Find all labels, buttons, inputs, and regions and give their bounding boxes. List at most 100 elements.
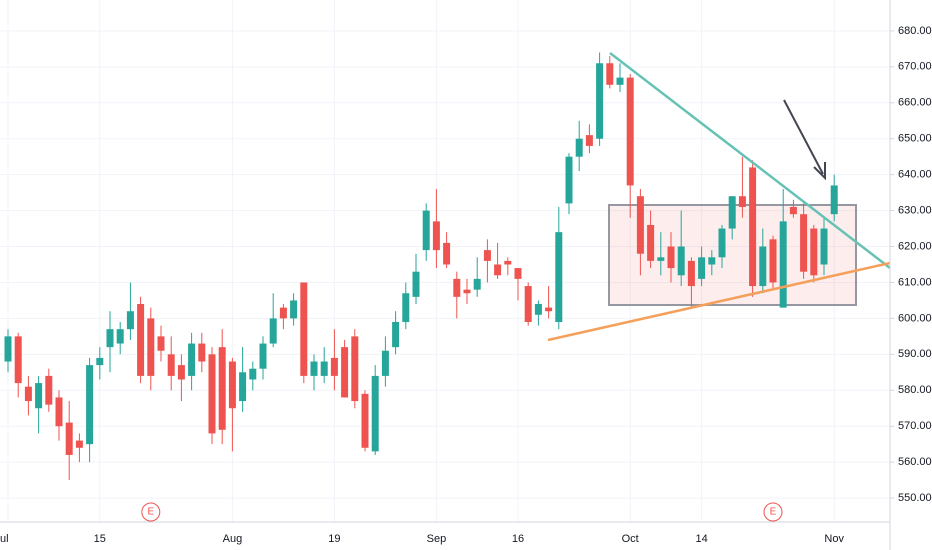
y-tick-label: 670.00 (898, 61, 932, 73)
candle-body (810, 228, 818, 276)
x-tick-label: 14 (695, 533, 707, 545)
candle-body (565, 156, 573, 204)
candle-body (718, 228, 726, 258)
candle-body (575, 138, 583, 157)
candle-body (188, 343, 196, 376)
x-tick-label: Oct (622, 533, 639, 545)
x-tick-label: ul (0, 533, 9, 545)
y-tick-label: 660.00 (898, 97, 932, 109)
x-tick-label: 15 (94, 533, 106, 545)
candle-body (800, 214, 808, 272)
candle-body (789, 206, 797, 215)
candle-body (249, 368, 257, 380)
candle-body (524, 286, 532, 322)
candle-body (606, 63, 614, 85)
candle-body (218, 347, 226, 430)
candle-body (371, 375, 379, 452)
candle-body (75, 440, 83, 448)
candle-body (106, 329, 114, 348)
x-tick-label: Aug (223, 533, 243, 545)
candle-body (555, 232, 563, 322)
candle-body (698, 257, 706, 279)
candle-body (45, 375, 53, 405)
candle-body (412, 271, 420, 297)
candle-body (749, 167, 757, 287)
candle-body (432, 221, 440, 251)
y-tick-label: 650.00 (898, 133, 932, 145)
y-tick-label: 590.00 (898, 348, 932, 360)
candle-body (239, 372, 247, 402)
candle-body (738, 196, 746, 207)
candle-body (86, 365, 94, 445)
candle-body (596, 63, 604, 139)
candle-body (279, 307, 287, 319)
candle-body (769, 239, 777, 283)
candle-body (55, 397, 63, 427)
candle-body (290, 300, 298, 319)
candle-body (585, 135, 593, 146)
candle-body (779, 221, 787, 308)
candle-body (494, 264, 502, 276)
candle-body (759, 246, 767, 287)
candle-body (310, 361, 318, 376)
earnings-label: E (147, 507, 154, 518)
y-tick-label: 610.00 (898, 276, 932, 288)
x-tick-label: 16 (512, 533, 524, 545)
candle-body (687, 260, 695, 287)
candle-body (545, 307, 553, 312)
candle-body (422, 210, 430, 251)
candle-body (728, 196, 736, 229)
y-tick-label: 600.00 (898, 312, 932, 324)
earnings-badge (763, 502, 783, 522)
y-tick-label: 640.00 (898, 169, 932, 181)
candle-body (514, 268, 522, 279)
candle-body (636, 196, 644, 254)
candle-body (483, 250, 491, 261)
y-tick-label: 550.00 (898, 492, 932, 504)
candle-body (96, 357, 104, 366)
candle-body (35, 383, 43, 409)
candle-body (157, 336, 165, 351)
candle-body (300, 282, 308, 376)
candle-body (228, 361, 236, 409)
candle-body (4, 336, 12, 362)
candle-body (392, 321, 400, 348)
candle-body (116, 329, 124, 344)
arrow-head (813, 162, 826, 181)
candle-body (208, 354, 216, 434)
candle-body (504, 260, 512, 265)
candle-body (443, 242, 451, 265)
support-line (547, 261, 891, 342)
candle-body (453, 278, 461, 297)
candle-body (463, 289, 471, 294)
arrow-shaft (783, 99, 824, 175)
x-tick-label: Nov (824, 533, 844, 545)
candle-body (147, 318, 155, 376)
candle-body (657, 257, 665, 261)
candles (4, 52, 838, 481)
candle-body (473, 278, 481, 290)
earnings-label: E (770, 507, 777, 518)
y-tick-label: 630.00 (898, 204, 932, 216)
candle-body (708, 257, 716, 265)
candle-body (402, 293, 410, 322)
candle-body (381, 350, 389, 376)
earnings-badge (141, 502, 161, 522)
candle-body (177, 365, 185, 380)
y-tick-label: 580.00 (898, 384, 932, 396)
candle-body (330, 357, 338, 376)
labels: 550.00 560.00 570.00 580.00 590.00 600.00 610.… (0, 25, 932, 545)
candle-body (616, 77, 624, 85)
candle-body (341, 347, 349, 398)
candle-body (137, 304, 145, 376)
x-tick-label: 19 (328, 533, 340, 545)
candle-body (14, 336, 22, 384)
candle-body (320, 361, 328, 376)
candle-body (677, 246, 685, 276)
y-tick-label: 560.00 (898, 456, 932, 468)
candle-body (626, 77, 634, 186)
candle-body (820, 228, 828, 265)
y-tick-label: 620.00 (898, 240, 932, 252)
